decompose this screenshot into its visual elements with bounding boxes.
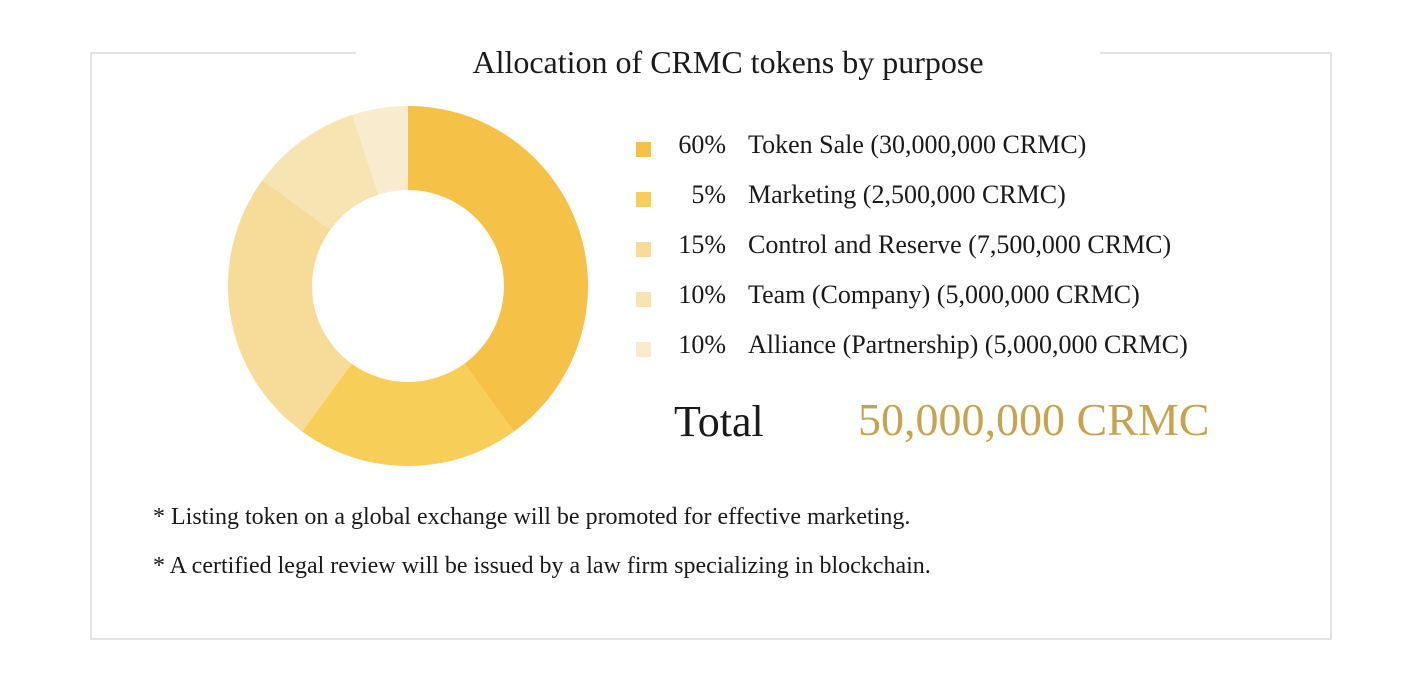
donut-slice: [302, 363, 514, 466]
donut-slice: [352, 106, 408, 195]
legend-percent: 10%: [678, 280, 726, 309]
legend-label: Marketing (2,500,000 CRMC): [748, 180, 1066, 209]
donut-slice: [228, 180, 352, 432]
legend-swatch: [636, 242, 651, 257]
donut-slice: [262, 114, 379, 230]
donut-slice: [408, 106, 588, 432]
legend-percent: 60%: [678, 130, 726, 159]
legend-percent: 15%: [678, 230, 726, 259]
legend-label: Team (Company) (5,000,000 CRMC): [748, 280, 1140, 309]
legend-percent: 5%: [691, 180, 726, 209]
legend-label: Alliance (Partnership) (5,000,000 CRMC): [748, 330, 1188, 359]
total-label: Total: [674, 397, 764, 446]
legend-label: Token Sale (30,000,000 CRMC): [748, 130, 1087, 159]
legend-swatch: [636, 292, 651, 307]
legend-percent: 10%: [678, 330, 726, 359]
footnote: * A certified legal review will be issue…: [153, 553, 931, 579]
total-value: 50,000,000 CRMC: [858, 394, 1210, 445]
donut-chart: [228, 106, 588, 466]
footnote: * Listing token on a global exchange wil…: [153, 504, 911, 530]
legend-swatch: [636, 342, 651, 357]
chart-title: Allocation of CRMC tokens by purpose: [356, 36, 1100, 88]
legend-swatch: [636, 192, 651, 207]
legend-label: Control and Reserve (7,500,000 CRMC): [748, 230, 1172, 259]
legend-swatch: [636, 142, 651, 157]
